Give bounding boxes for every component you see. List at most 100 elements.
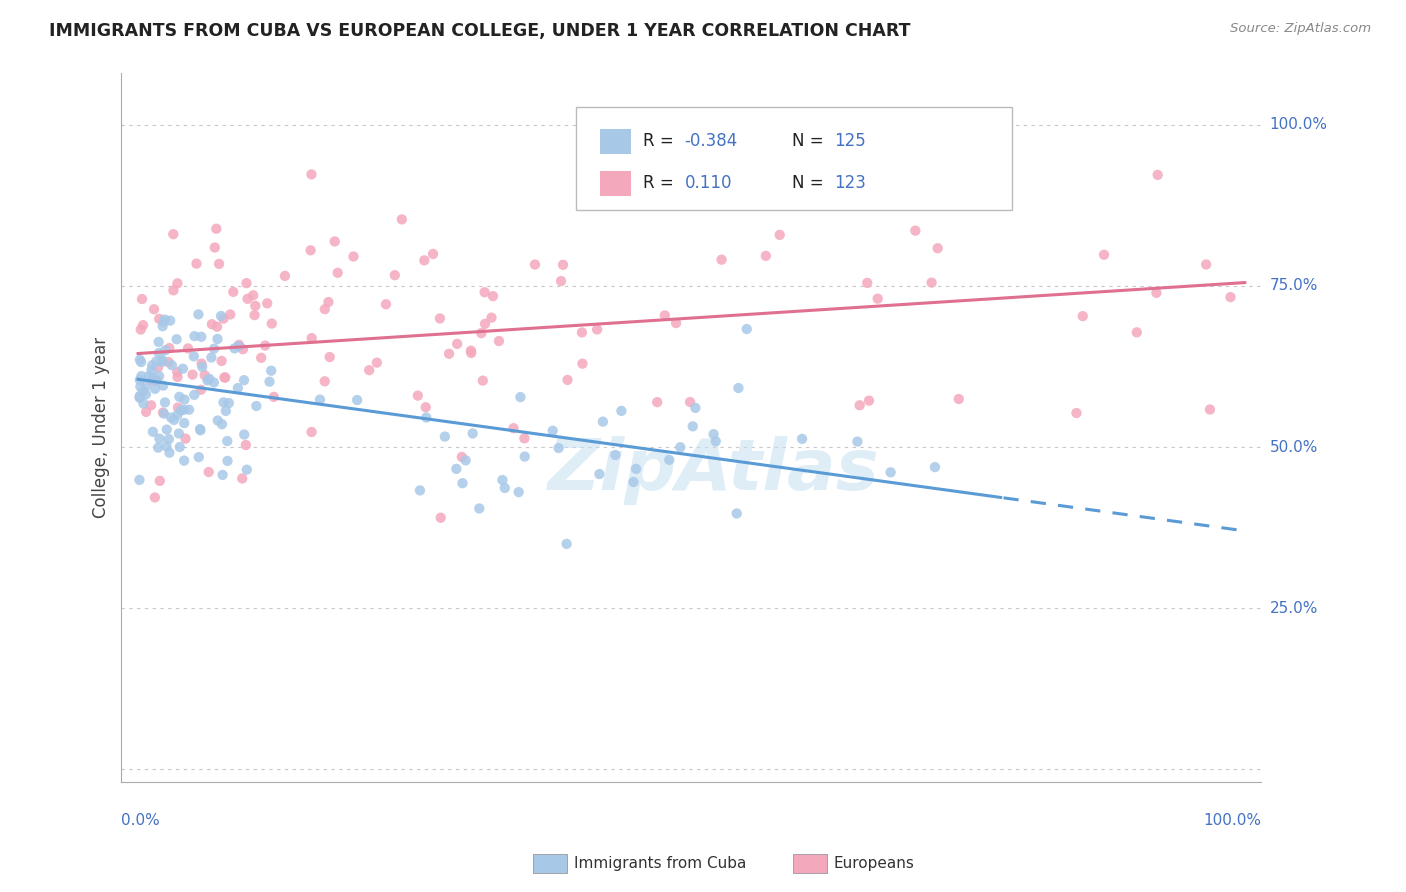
Point <box>1219 290 1241 304</box>
Point <box>228 339 250 353</box>
Point <box>132 384 155 398</box>
Point <box>323 235 346 249</box>
Point <box>142 372 165 386</box>
Point <box>301 425 323 439</box>
Text: Immigrants from Cuba: Immigrants from Cuba <box>574 856 747 871</box>
Point <box>211 467 233 482</box>
Point <box>243 308 266 322</box>
Point <box>204 240 226 254</box>
Point <box>173 416 195 430</box>
Point <box>153 407 176 421</box>
Point <box>146 360 169 375</box>
Point <box>665 316 688 330</box>
Point <box>429 311 451 326</box>
Point <box>235 438 257 452</box>
Point <box>141 359 163 373</box>
Point <box>233 373 256 387</box>
Point <box>200 351 222 365</box>
Point <box>301 331 323 345</box>
Point <box>153 395 176 409</box>
Point <box>236 463 259 477</box>
Point <box>128 373 150 387</box>
Point <box>208 257 231 271</box>
Point <box>460 343 482 358</box>
Point <box>152 378 174 392</box>
Point <box>129 389 152 403</box>
Point <box>513 450 536 464</box>
Point <box>235 276 257 290</box>
Point <box>468 501 491 516</box>
Text: R =: R = <box>643 174 673 192</box>
Point <box>429 510 451 524</box>
Point <box>183 350 205 364</box>
Point <box>679 395 702 409</box>
Text: IMMIGRANTS FROM CUBA VS EUROPEAN COLLEGE, UNDER 1 YEAR CORRELATION CHART: IMMIGRANTS FROM CUBA VS EUROPEAN COLLEGE… <box>49 22 911 40</box>
Point <box>1092 248 1115 262</box>
Point <box>259 375 281 389</box>
Text: 100.0%: 100.0% <box>1204 813 1261 828</box>
Point <box>704 434 727 449</box>
Point <box>948 392 970 406</box>
Point <box>256 296 278 310</box>
Point <box>232 342 254 356</box>
Point <box>166 408 188 422</box>
Point <box>314 374 336 388</box>
Point <box>461 426 484 441</box>
Point <box>142 370 165 384</box>
Point <box>149 474 172 488</box>
Point <box>160 358 183 372</box>
Point <box>143 302 166 317</box>
Point <box>224 342 246 356</box>
Point <box>198 372 221 386</box>
Text: Europeans: Europeans <box>834 856 915 871</box>
Point <box>191 359 214 374</box>
Point <box>260 364 283 378</box>
Point <box>128 473 150 487</box>
Point <box>145 373 167 387</box>
Point <box>588 467 610 481</box>
Point <box>163 413 186 427</box>
Point <box>250 351 273 365</box>
Point <box>183 329 205 343</box>
Point <box>174 432 197 446</box>
Point <box>166 332 188 346</box>
Point <box>509 390 531 404</box>
Point <box>242 288 264 302</box>
Point <box>409 483 432 498</box>
Point <box>586 322 609 336</box>
Point <box>550 274 572 288</box>
Point <box>209 309 232 323</box>
Text: 0.110: 0.110 <box>685 174 733 192</box>
Point <box>437 347 460 361</box>
Text: 123: 123 <box>834 174 866 192</box>
Point <box>488 334 510 348</box>
Point <box>205 221 228 235</box>
Point <box>314 302 336 317</box>
Point <box>1126 326 1149 340</box>
Point <box>422 247 444 261</box>
Point <box>623 475 645 489</box>
Point <box>129 322 152 336</box>
Point <box>415 410 437 425</box>
Point <box>190 383 212 397</box>
Point <box>207 413 229 427</box>
Point <box>299 244 322 258</box>
Point <box>177 402 200 417</box>
Point <box>156 423 179 437</box>
Point <box>159 446 181 460</box>
Point <box>669 440 692 454</box>
Point <box>474 317 496 331</box>
Point <box>131 369 153 384</box>
Point <box>433 429 456 443</box>
Point <box>605 448 627 462</box>
Point <box>725 507 748 521</box>
Point <box>194 368 217 383</box>
Point <box>132 318 155 333</box>
Point <box>207 332 229 346</box>
Point <box>201 317 224 331</box>
Point <box>342 250 364 264</box>
Text: R =: R = <box>643 132 673 150</box>
Point <box>142 425 165 439</box>
Point <box>135 387 157 401</box>
Point <box>571 357 593 371</box>
